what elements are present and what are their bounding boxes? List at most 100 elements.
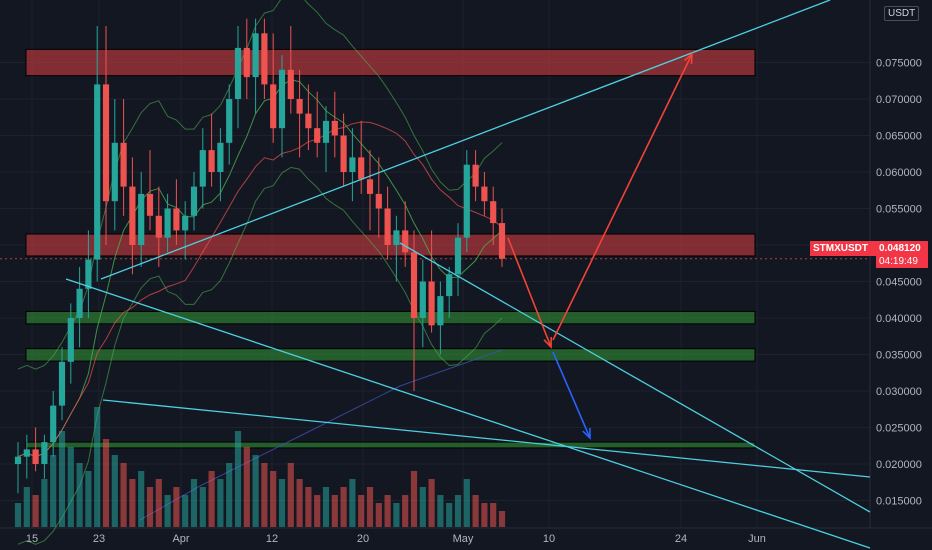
volume-bar [217, 479, 224, 527]
candle-body [481, 186, 488, 202]
time-tick-label: Jun [748, 533, 766, 545]
volume-bar [120, 463, 127, 527]
volume-bar [208, 471, 215, 527]
price-tick-label: 0.025000 [876, 423, 922, 435]
candle-body [155, 215, 162, 238]
candle-body [243, 47, 250, 78]
volume-bar [472, 495, 479, 527]
volume-bar [437, 495, 444, 527]
price-tick-label: 0.055000 [876, 204, 922, 216]
price-zones [0, 48, 870, 449]
volume-bar [199, 487, 206, 527]
candle-body [437, 296, 444, 326]
volume-bar [287, 463, 294, 527]
volume-bar [23, 487, 30, 527]
candle-body [190, 186, 198, 216]
arrow-up-red-head [683, 52, 693, 65]
time-tick-label: 24 [675, 533, 687, 545]
arrow-up-red [552, 53, 693, 341]
moving-average-red [17, 121, 503, 458]
volume-bar [190, 479, 198, 527]
trendline [100, 0, 831, 280]
resistance-zone [25, 48, 756, 77]
candle-body [490, 201, 497, 224]
volume-bar [226, 463, 233, 527]
volume-bar [94, 407, 101, 527]
volume-bar [58, 431, 66, 527]
price-tick-label: 0.020000 [876, 459, 922, 471]
volume-bar [402, 495, 409, 527]
candle-body [138, 193, 145, 245]
candle-body [463, 164, 470, 238]
volume-bar [428, 479, 435, 527]
arrow-down-blue [552, 351, 591, 439]
volume-bar [14, 503, 22, 527]
volume-bar [111, 455, 118, 527]
price-tick-label: 0.040000 [876, 313, 922, 325]
time-tick-label: 15 [26, 533, 38, 545]
time-tick-label: 12 [266, 533, 278, 545]
candle-body [261, 33, 268, 85]
candle-body [296, 99, 303, 114]
volume-bar [446, 503, 453, 527]
volume-bar [252, 455, 259, 527]
candle-body [287, 69, 294, 99]
candle-body [305, 113, 312, 129]
price-axis: 0.075000 0.070000 0.065000 0.060000 0.055000… [876, 58, 922, 508]
candle-body [76, 288, 83, 318]
volume-bar [138, 471, 145, 527]
arrow-down-red-head [543, 336, 553, 349]
candle-body [472, 164, 479, 187]
volume-bar [454, 495, 462, 527]
volume-bar [67, 447, 74, 527]
volume-bar [50, 455, 57, 527]
support-zone [25, 310, 756, 325]
candle-body [67, 318, 74, 362]
bar-countdown-label: 04:19:49 [876, 255, 928, 268]
time-tick-label: 10 [543, 533, 555, 545]
candle-body [164, 208, 171, 238]
volume-bar [463, 479, 470, 527]
volume-bar [393, 503, 400, 527]
candle-body [384, 208, 391, 245]
volume-bar [322, 487, 330, 527]
candle-body [14, 456, 22, 464]
volume-bar [358, 495, 365, 527]
price-tick-label: 0.075000 [876, 58, 922, 70]
symbol-price-tag: STMXUSDT [810, 241, 876, 256]
volume-bar [481, 503, 488, 527]
volume-bar [32, 495, 39, 527]
symbol-label: STMXUSDT [813, 243, 868, 254]
candle-body [410, 252, 418, 318]
volume-bar [296, 479, 303, 527]
volume-bar [261, 463, 268, 527]
volume-bar [270, 471, 277, 527]
candle-body [23, 449, 30, 457]
candle-body [120, 142, 127, 187]
trendline [102, 399, 871, 478]
price-tick-label: 0.030000 [876, 386, 922, 398]
trendline [399, 242, 871, 513]
candle-body [270, 84, 277, 129]
last-price-label: 0.048120 [876, 241, 928, 256]
bollinger-basis [17, 79, 503, 458]
candle-body [375, 193, 382, 209]
candle-body [182, 215, 189, 231]
price-tick-label: 0.065000 [876, 131, 922, 143]
volume-bar [234, 431, 242, 527]
candle-body [234, 47, 242, 99]
trendline [65, 278, 871, 549]
arrow-down-blue-head [582, 427, 591, 440]
moving-average-blue [139, 349, 503, 521]
volume-bar [76, 463, 83, 527]
candle-body [278, 69, 286, 129]
time-tick-label: 20 [357, 533, 369, 545]
time-axis: 15 23 Apr 12 20 May 10 24 Jun [26, 533, 766, 545]
currency-label[interactable]: USDT [884, 6, 920, 21]
time-tick-label: 23 [93, 533, 105, 545]
candle-body [252, 33, 259, 78]
volume-bar [182, 495, 189, 527]
price-tick-label: 0.035000 [876, 350, 922, 362]
time-tick-label: May [453, 533, 474, 545]
